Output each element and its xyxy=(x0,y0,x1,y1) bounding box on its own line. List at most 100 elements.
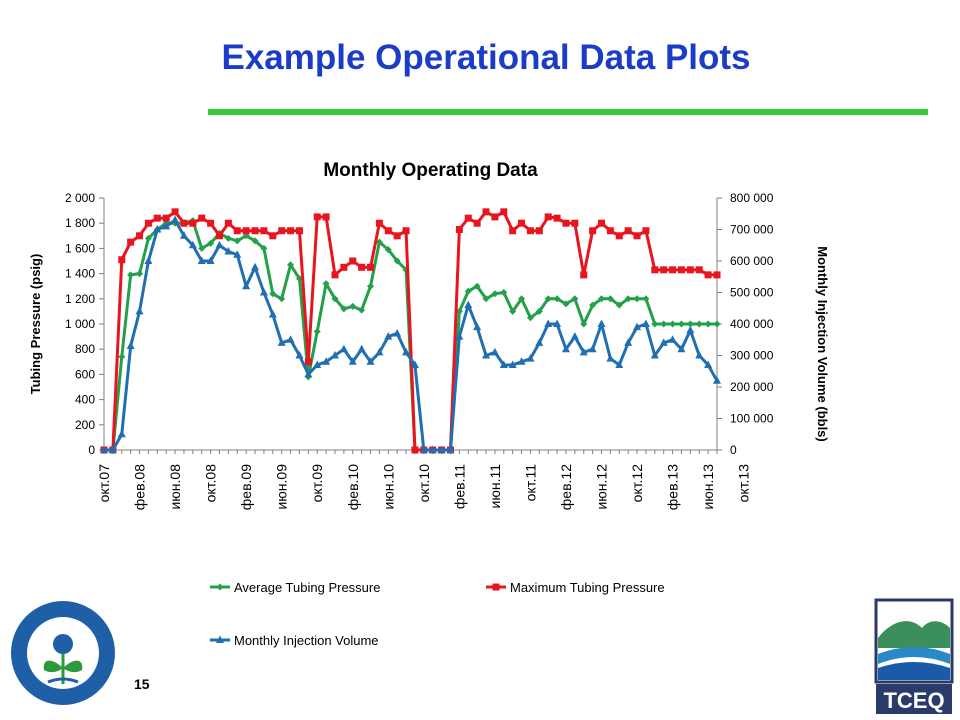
average-tubing-pressure-point xyxy=(526,314,534,322)
left-tick-label: 400 xyxy=(75,393,95,407)
maximum-tubing-pressure-point xyxy=(518,219,526,227)
maximum-tubing-pressure-point xyxy=(260,227,268,235)
average-tubing-pressure-point xyxy=(686,320,694,328)
monthly-injection-volume-point xyxy=(100,445,108,453)
average-tubing-pressure-point xyxy=(509,307,517,315)
maximum-tubing-pressure-point xyxy=(384,227,392,235)
maximum-tubing-pressure-point xyxy=(535,227,543,235)
monthly-injection-volume-point xyxy=(251,262,260,271)
x-tick-label: окт.13 xyxy=(736,464,752,503)
maximum-tubing-pressure-point xyxy=(313,213,321,221)
average-tubing-pressure-point xyxy=(589,301,597,309)
monthly-injection-volume-point xyxy=(197,256,206,264)
maximum-tubing-pressure-point xyxy=(162,214,170,222)
monthly-injection-volume-point xyxy=(473,322,482,331)
monthly-injection-volume-point xyxy=(437,445,446,453)
average-tubing-pressure-point xyxy=(375,238,383,246)
maximum-tubing-pressure-point xyxy=(624,227,632,235)
monthly-injection-volume-point xyxy=(490,347,499,356)
left-tick-label: 1 200 xyxy=(65,292,95,306)
average-tubing-pressure-point xyxy=(260,244,268,252)
left-tick-label: 1 600 xyxy=(65,241,95,255)
monthly-injection-volume-point xyxy=(330,351,339,359)
left-tick-label: 0 xyxy=(88,443,95,457)
x-tick-label: июн.09 xyxy=(274,464,290,510)
epa-seal-icon xyxy=(11,601,115,705)
average-tubing-pressure-point xyxy=(633,295,641,303)
maximum-tubing-pressure-point xyxy=(695,266,703,274)
legend-marker-maximum-tubing-pressure xyxy=(492,583,500,591)
monthly-injection-volume-point xyxy=(277,338,286,346)
x-tick-label: июн.08 xyxy=(167,464,183,510)
maximum-tubing-pressure-point xyxy=(553,214,561,222)
maximum-tubing-pressure-point xyxy=(669,266,677,274)
average-tubing-pressure-point xyxy=(642,295,650,303)
maximum-tubing-pressure-point xyxy=(198,214,206,222)
monthly-injection-volume-point xyxy=(322,357,331,365)
operating-data-chart: Monthly Operating Data 0 200 400 600 800 1 000… xyxy=(28,160,830,648)
maximum-tubing-pressure-point xyxy=(544,213,552,221)
average-tubing-pressure-point xyxy=(269,290,277,298)
x-tick-label: окт.12 xyxy=(629,464,645,503)
maximum-tubing-pressure-point xyxy=(358,263,366,271)
maximum-tubing-pressure-point xyxy=(295,227,303,235)
right-tick-label: 300 000 xyxy=(730,349,774,363)
monthly-injection-volume-point xyxy=(393,328,402,337)
x-tick-label: окт.07 xyxy=(96,464,112,503)
average-tubing-pressure-point xyxy=(580,320,588,328)
average-tubing-pressure-point xyxy=(233,237,241,245)
monthly-injection-volume-point xyxy=(206,256,215,264)
average-tubing-pressure-point xyxy=(198,244,206,252)
monthly-injection-volume-point xyxy=(713,376,721,384)
chart-title: Monthly Operating Data xyxy=(323,160,538,181)
monthly-injection-volume-point xyxy=(295,351,304,359)
maximum-tubing-pressure-point xyxy=(651,266,659,274)
monthly-injection-volume-point xyxy=(615,360,624,368)
maximum-tubing-pressure-point xyxy=(464,214,472,222)
average-tubing-pressure-point xyxy=(606,295,614,303)
x-tick-label: июн.13 xyxy=(700,464,716,510)
maximum-tubing-pressure-point xyxy=(269,232,277,240)
average-tubing-pressure-point xyxy=(651,320,659,328)
legend-marker-average-tubing-pressure xyxy=(216,583,224,591)
maximum-tubing-pressure-point xyxy=(242,227,250,235)
average-tubing-pressure-point xyxy=(562,300,570,308)
monthly-injection-volume-point xyxy=(544,319,553,327)
average-tubing-pressure-point xyxy=(349,302,357,310)
monthly-injection-volume-point xyxy=(508,360,517,368)
monthly-injection-volume-point xyxy=(179,231,188,239)
average-tubing-pressure-point xyxy=(500,289,508,296)
monthly-injection-volume-point xyxy=(535,338,544,346)
left-tick-label: 200 xyxy=(75,418,95,432)
average-tubing-pressure-point xyxy=(384,246,392,254)
legend-marker-monthly-injection-volume xyxy=(216,635,224,643)
x-tick-label: окт.10 xyxy=(416,464,432,503)
title-rule xyxy=(208,109,928,115)
monthly-injection-volume-point xyxy=(375,347,384,356)
maximum-tubing-pressure-point xyxy=(642,227,650,235)
x-tick-label: фев.12 xyxy=(558,464,574,510)
average-tubing-pressure-point xyxy=(553,295,561,303)
maximum-tubing-pressure-point xyxy=(562,219,570,227)
tceq-logo-icon: TCEQ xyxy=(874,598,954,714)
svg-text:TCEQ: TCEQ xyxy=(883,688,944,713)
average-tubing-pressure-point xyxy=(127,271,135,279)
x-tick-label: фев.09 xyxy=(238,464,254,510)
monthly-injection-volume-point xyxy=(117,429,126,438)
maximum-tubing-pressure-point xyxy=(224,219,232,227)
average-tubing-pressure-point xyxy=(615,301,623,309)
maximum-tubing-pressure-point xyxy=(686,266,694,274)
left-tick-label: 1 000 xyxy=(65,317,95,331)
average-tubing-pressure-point xyxy=(251,237,259,245)
monthly-injection-volume-point xyxy=(553,319,562,327)
right-tick-label: 800 000 xyxy=(730,191,774,205)
monthly-injection-volume-point xyxy=(108,445,117,453)
monthly-injection-volume-point xyxy=(499,360,508,368)
average-tubing-pressure-point xyxy=(624,295,632,303)
average-tubing-pressure-point xyxy=(136,270,144,278)
page-number: 15 xyxy=(134,676,150,692)
monthly-injection-volume-point xyxy=(384,332,393,340)
monthly-injection-volume-point xyxy=(162,221,171,230)
maximum-tubing-pressure-line xyxy=(104,210,717,452)
average-tubing-pressure-point xyxy=(473,282,481,290)
